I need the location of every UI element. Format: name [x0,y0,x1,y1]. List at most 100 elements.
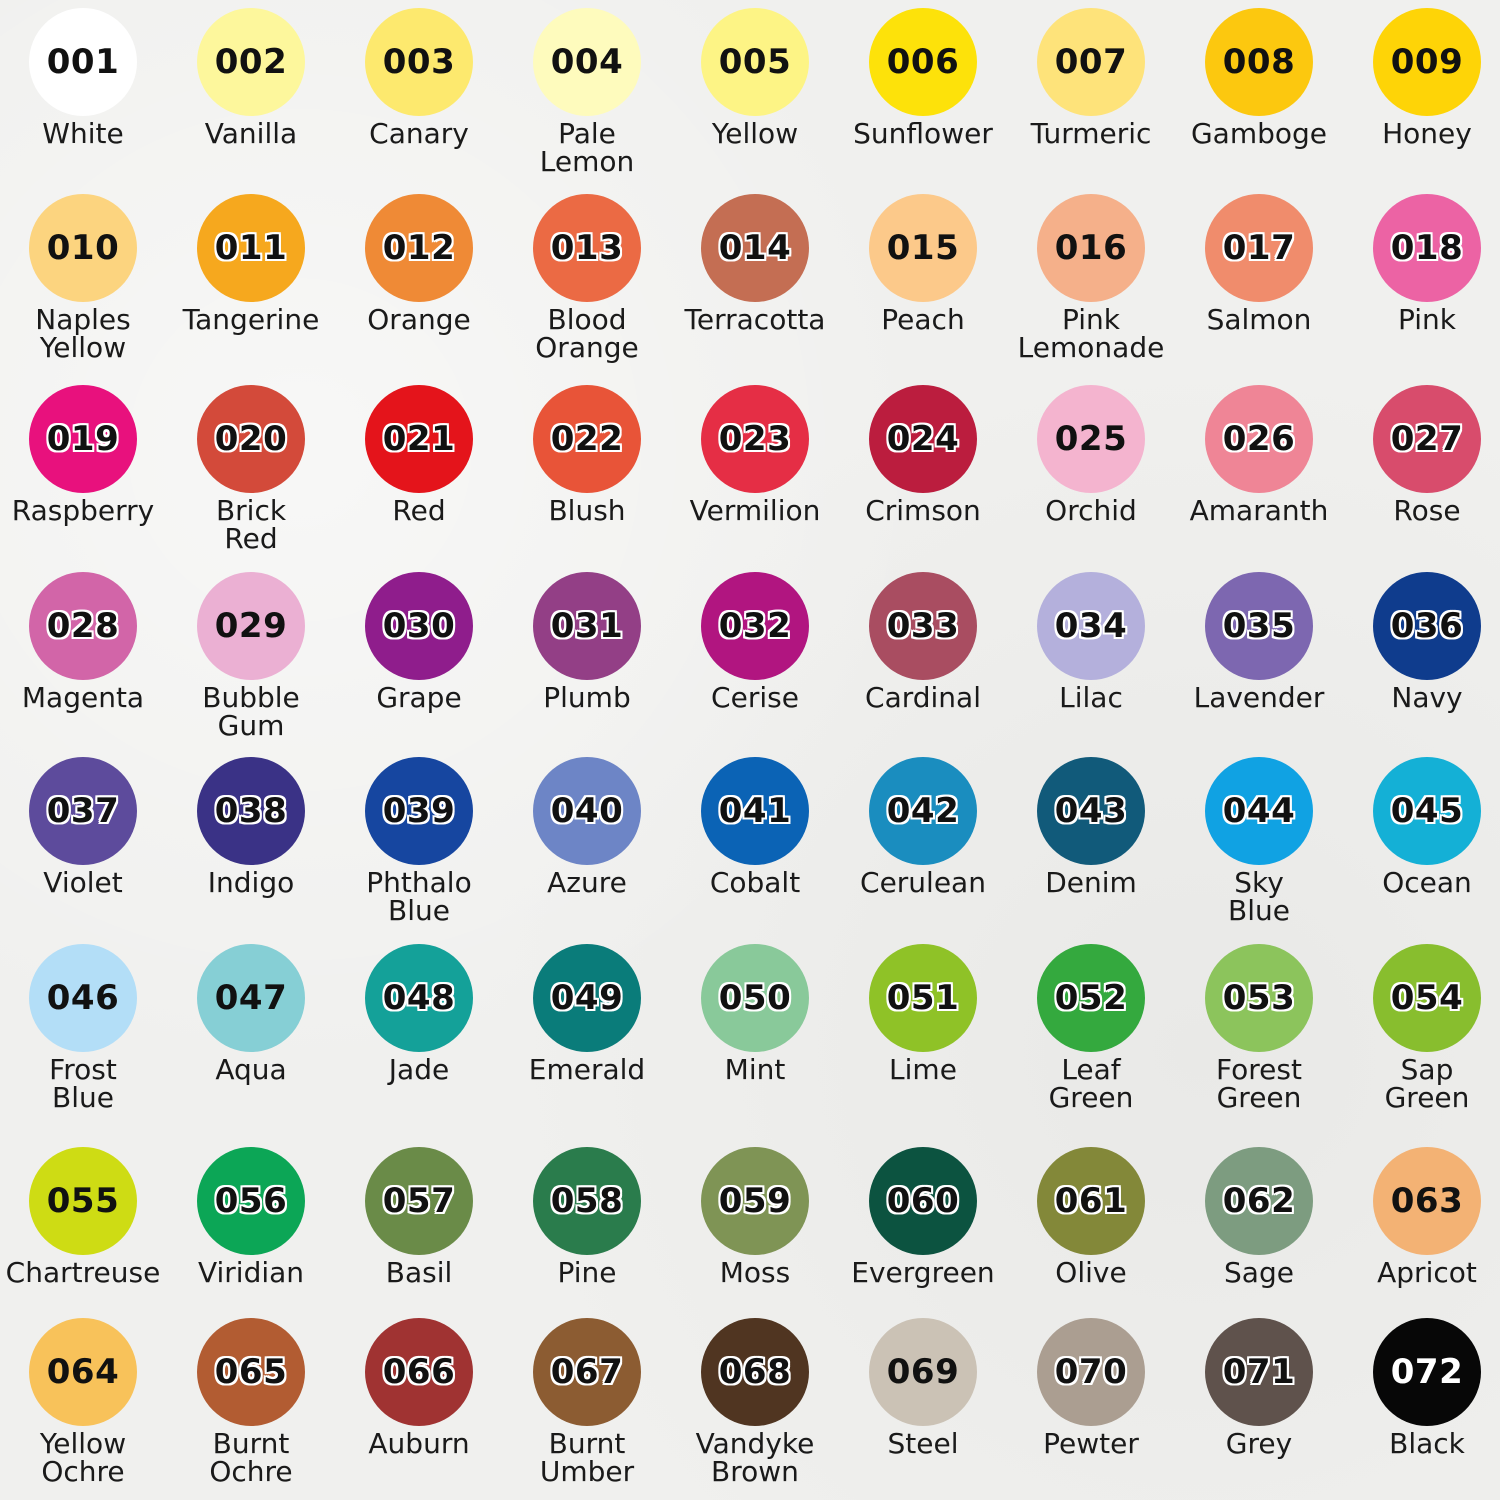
swatch-name: Orange [367,303,471,336]
swatch-name: Yellow [711,117,799,150]
swatch-063: 063 Apricot [1342,1147,1500,1287]
swatch-name: Auburn [368,1427,470,1460]
swatch-035: 035 Lavender [1174,572,1344,712]
swatch-030: 030 Grape [334,572,504,712]
swatch-number: 028 [46,606,120,646]
color-swatch-circle: 010 [29,194,137,302]
swatch-012: 012 Orange [334,194,504,334]
swatch-049: 049 Emerald [502,944,672,1084]
swatch-011: 011 Tangerine [166,194,336,334]
swatch-043: 043 Denim [1006,757,1176,897]
swatch-072: 072 Black [1342,1318,1500,1458]
swatch-number: 029 [214,606,288,646]
color-swatch-circle: 050 [701,944,809,1052]
swatch-025: 025 Orchid [1006,385,1176,525]
swatch-015: 015 Peach [838,194,1008,334]
swatch-033: 033 Cardinal [838,572,1008,712]
color-swatch-circle: 049 [533,944,641,1052]
swatch-name: Jade [388,1053,450,1086]
color-swatch-circle: 043 [1037,757,1145,865]
swatch-040: 040 Azure [502,757,672,897]
swatch-010: 010 Naples Yellow [0,194,168,362]
color-swatch-circle: 033 [869,572,977,680]
swatch-019: 019 Raspberry [0,385,168,525]
swatch-name: Cerise [711,681,799,714]
swatch-name: Olive [1055,1256,1127,1289]
swatch-number: 047 [214,978,288,1018]
swatch-number: 050 [718,978,792,1018]
swatch-name: Chartreuse [5,1256,161,1289]
swatch-name: Salmon [1206,303,1312,336]
swatch-number: 045 [1390,791,1464,831]
swatch-014: 014 Terracotta [670,194,840,334]
swatch-number: 034 [1054,606,1128,646]
swatch-name: Terracotta [684,303,826,336]
color-swatch-circle: 048 [365,944,473,1052]
color-swatch-circle: 045 [1373,757,1481,865]
swatch-name: Cobalt [709,866,801,899]
color-swatch-circle: 041 [701,757,809,865]
swatch-001: 001 White [0,8,168,148]
swatch-number: 026 [1222,419,1296,459]
swatch-037: 037 Violet [0,757,168,897]
swatch-number: 052 [1054,978,1128,1018]
color-swatch-circle: 021 [365,385,473,493]
swatch-name: Steel [887,1427,959,1460]
swatch-number: 012 [382,228,456,268]
swatch-029: 029 Bubble Gum [166,572,336,740]
swatch-067: 067 Burnt Umber [502,1318,672,1486]
swatch-number: 037 [46,791,120,831]
swatch-name: Black [1389,1427,1465,1460]
swatch-number: 005 [718,42,792,82]
swatch-028: 028 Magenta [0,572,168,712]
swatch-number: 057 [382,1181,456,1221]
swatch-name: Pine [557,1256,617,1289]
swatch-number: 030 [382,606,456,646]
swatch-name: Grape [376,681,462,714]
swatch-name: Sunflower [853,117,993,150]
swatch-name: Pewter [1043,1427,1139,1460]
swatch-number: 048 [382,978,456,1018]
swatch-036: 036 Navy [1342,572,1500,712]
swatch-name: Violet [43,866,123,899]
swatch-068: 068 Vandyke Brown [670,1318,840,1486]
swatch-number: 009 [1390,42,1464,82]
swatch-005: 005 Yellow [670,8,840,148]
swatch-number: 031 [550,606,624,646]
swatch-number: 056 [214,1181,288,1221]
swatch-number: 019 [46,419,120,459]
color-swatch-circle: 020 [197,385,305,493]
swatch-071: 071 Grey [1174,1318,1344,1458]
swatch-name: White [42,117,124,150]
color-swatch-circle: 046 [29,944,137,1052]
swatch-number: 010 [46,228,120,268]
swatch-name: Brick Red [215,494,287,555]
swatch-number: 065 [214,1352,288,1392]
color-swatch-circle: 016 [1037,194,1145,302]
swatch-name: Cardinal [865,681,981,714]
swatch-057: 057 Basil [334,1147,504,1287]
swatch-007: 007 Turmeric [1006,8,1176,148]
swatch-name: Magenta [21,681,145,714]
swatch-045: 045 Ocean [1342,757,1500,897]
color-swatch-circle: 042 [869,757,977,865]
swatch-name: Pink Lemonade [1017,303,1165,364]
swatch-name: Tangerine [182,303,320,336]
color-swatch-circle: 006 [869,8,977,116]
color-swatch-circle: 035 [1205,572,1313,680]
color-swatch-circle: 002 [197,8,305,116]
swatch-034: 034 Lilac [1006,572,1176,712]
swatch-name: Sage [1224,1256,1294,1289]
swatch-number: 001 [46,42,120,82]
swatch-name: Moss [719,1256,791,1289]
swatch-016: 016 Pink Lemonade [1006,194,1176,362]
swatch-name: Basil [385,1256,453,1289]
color-swatch-circle: 044 [1205,757,1313,865]
swatch-number: 042 [886,791,960,831]
swatch-number: 022 [550,419,624,459]
swatch-number: 017 [1222,228,1296,268]
color-swatch-circle: 064 [29,1318,137,1426]
swatch-054: 054 Sap Green [1342,944,1500,1112]
swatch-name: Honey [1382,117,1472,150]
swatch-060: 060 Evergreen [838,1147,1008,1287]
